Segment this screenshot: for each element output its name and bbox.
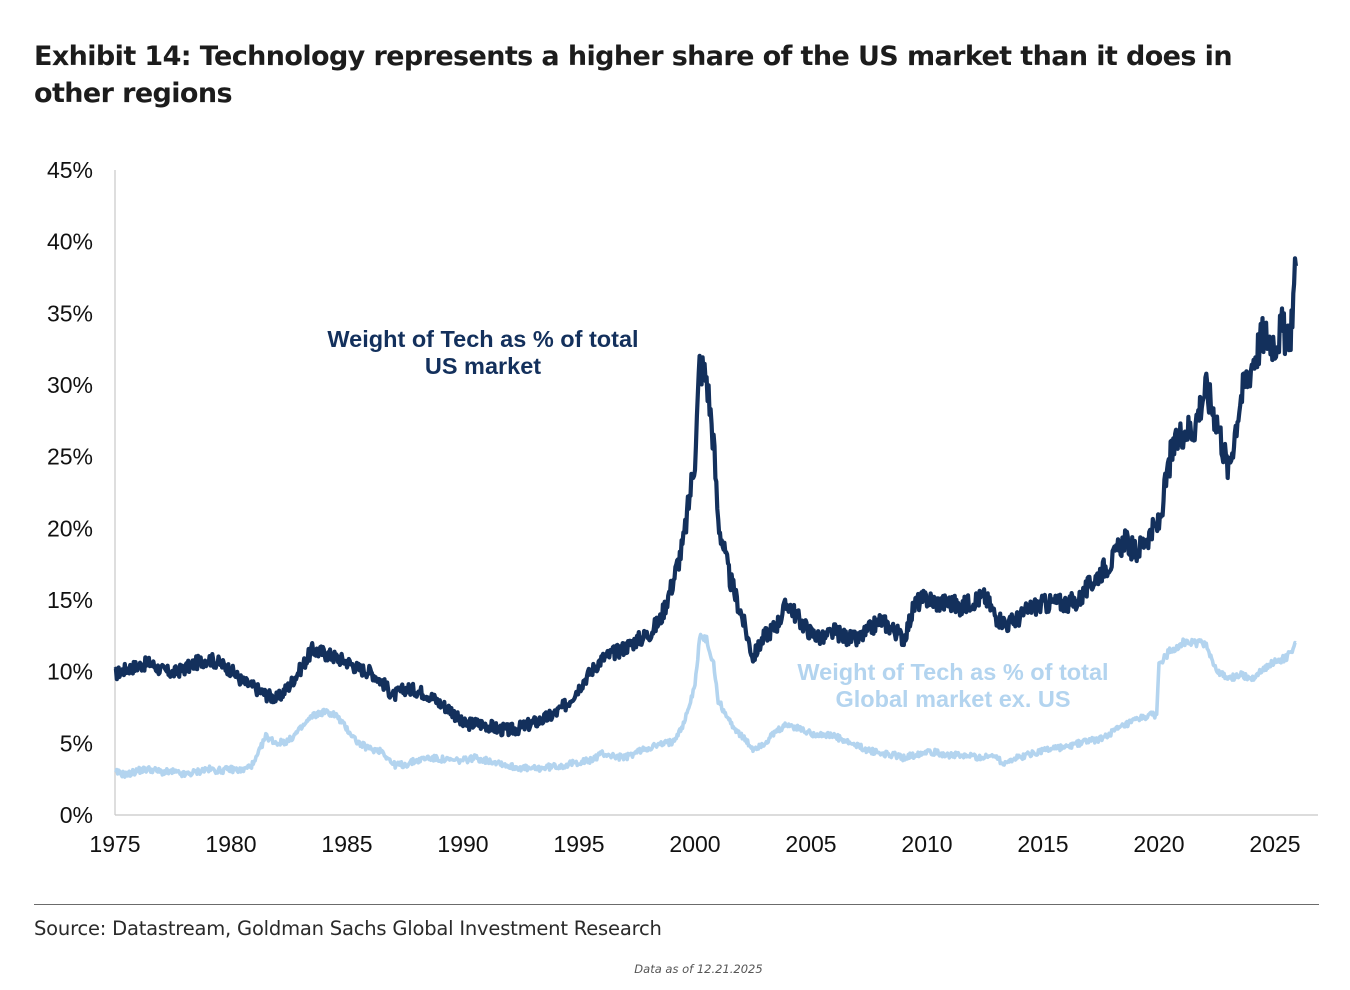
chart-title: Exhibit 14: Technology represents a high… bbox=[34, 41, 1233, 109]
series-layer bbox=[113, 256, 1298, 779]
x-tick-label: 2020 bbox=[1133, 831, 1184, 857]
y-tick-label: 25% bbox=[47, 444, 93, 470]
y-tick-label: 40% bbox=[47, 229, 93, 255]
us-series-annotation-line-2: US market bbox=[425, 353, 541, 379]
data-as-of-note: Data as of 12.21.2025 bbox=[634, 962, 763, 976]
source-note: Source: Datastream, Goldman Sachs Global… bbox=[34, 917, 662, 940]
x-tick-label: 1995 bbox=[553, 831, 604, 857]
y-tick-label: 30% bbox=[47, 372, 93, 398]
global-ex-us-series-annotation-line-2: Global market ex. US bbox=[835, 686, 1070, 712]
x-tick-label: 1980 bbox=[205, 831, 256, 857]
y-tick-label: 45% bbox=[47, 157, 93, 183]
y-tick-label: 5% bbox=[60, 730, 93, 756]
global-ex-us-series-annotation-line-1: Weight of Tech as % of total bbox=[797, 659, 1108, 685]
y-tick-label: 0% bbox=[60, 802, 93, 828]
chart: 0% 5% 10% 15% 20% 25% 30% 35% 40% 45% 1975 1980 198… bbox=[47, 157, 1318, 857]
us-tech-weight-line bbox=[113, 256, 1298, 738]
y-tick-label: 15% bbox=[47, 587, 93, 613]
x-tick-label: 2025 bbox=[1249, 831, 1300, 857]
y-tick-label: 20% bbox=[47, 515, 93, 541]
x-tick-label: 1990 bbox=[437, 831, 488, 857]
axes bbox=[114, 170, 1318, 816]
x-tick-label: 1975 bbox=[89, 831, 140, 857]
y-tick-label: 35% bbox=[47, 300, 93, 326]
y-tick-label: 10% bbox=[47, 659, 93, 685]
annotations: Weight of Tech as % of total US market W… bbox=[327, 326, 1108, 712]
us-series-annotation-line-1: Weight of Tech as % of total bbox=[327, 326, 638, 352]
y-axis-ticks: 0% 5% 10% 15% 20% 25% 30% 35% 40% 45% bbox=[47, 157, 93, 828]
x-tick-label: 2005 bbox=[785, 831, 836, 857]
x-tick-label: 2000 bbox=[669, 831, 720, 857]
source-divider bbox=[34, 904, 1319, 905]
x-tick-label: 2015 bbox=[1017, 831, 1068, 857]
x-tick-label: 1985 bbox=[321, 831, 372, 857]
global-ex-us-tech-weight-line bbox=[114, 632, 1297, 779]
x-axis-ticks: 1975 1980 1985 1990 1995 2000 2005 2010 2015 2020… bbox=[89, 831, 1300, 857]
x-tick-label: 2010 bbox=[901, 831, 952, 857]
